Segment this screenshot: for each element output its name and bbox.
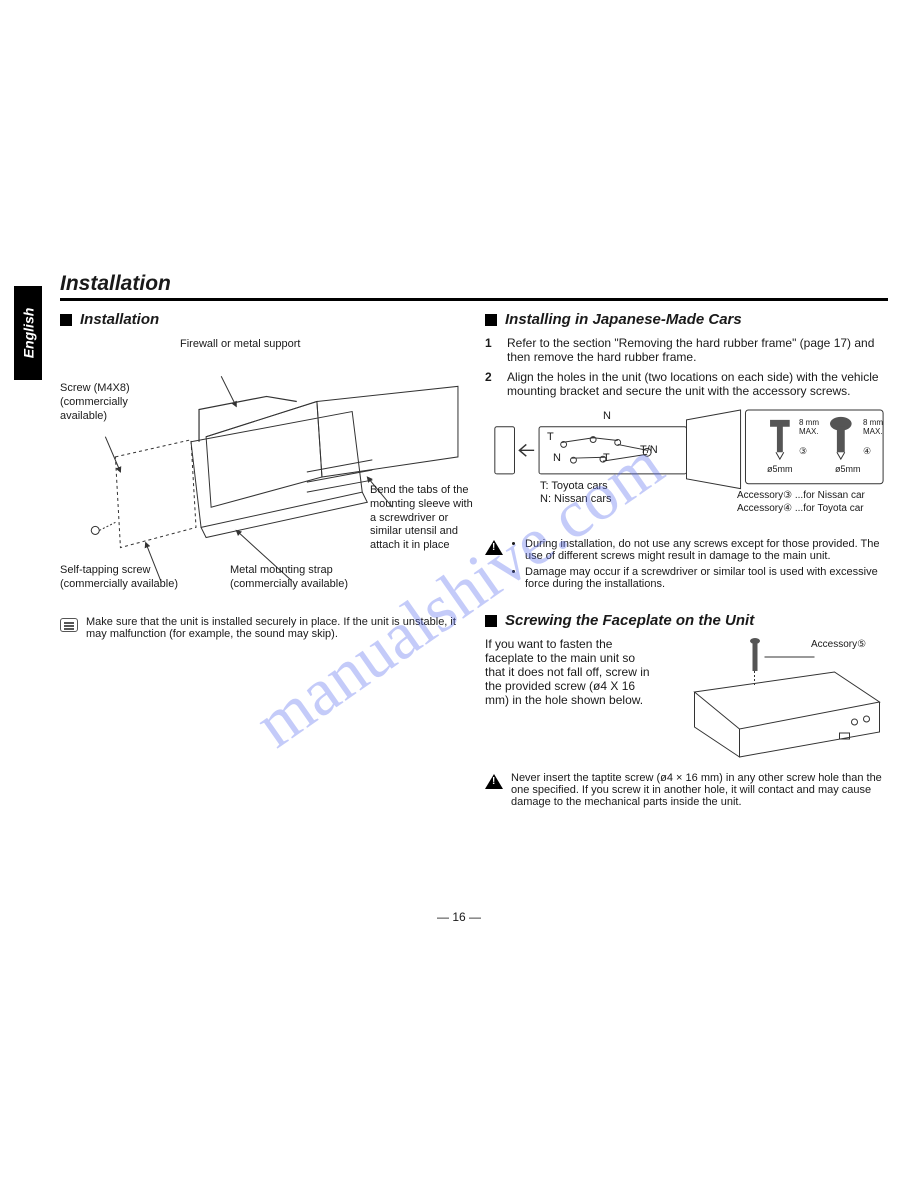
section-title-japanese-cars: Installing in Japanese-Made Cars (505, 311, 742, 328)
faceplate-text: If you want to fasten the faceplate to t… (485, 637, 655, 707)
step-1-text: Refer to the section "Removing the hard … (507, 336, 888, 364)
jc-label-acc3: Accessory③ ...for Nissan car (737, 490, 865, 501)
page-number: — 16 — (0, 910, 918, 924)
jc-label-circ3: ③ (799, 446, 807, 457)
label-bend-tabs: Bend the tabs of the mounting sleeve wit… (370, 484, 480, 553)
warning-2: Never insert the taptite screw (ø4 × 16 … (485, 772, 888, 808)
step-1-number: 1 (485, 336, 499, 364)
jc-label-t-mid: T (603, 452, 610, 464)
two-column-layout: Installation (60, 307, 888, 808)
step-2: 2 Align the holes in the unit (two locat… (485, 370, 888, 398)
label-self-tapping: Self-tapping screw (commercially availab… (60, 564, 220, 592)
section-title-faceplate: Screwing the Faceplate on the Unit (505, 612, 754, 629)
faceplate-acc5-label: Accessory⑤ (811, 639, 866, 650)
warning-2-text: Never insert the taptite screw (ø4 × 16 … (511, 772, 888, 808)
section-title-installation: Installation (80, 311, 159, 328)
step-2-text: Align the holes in the unit (two locatio… (507, 370, 888, 398)
jc-label-t-left: T (547, 431, 554, 443)
jc-label-n-nissan: N: Nissan cars (540, 493, 612, 505)
jc-label-acc4: Accessory④ ...for Toyota car (737, 503, 864, 514)
left-column: Installation (60, 307, 463, 808)
jc-label-phi3: ø5mm (767, 464, 793, 474)
installation-diagram: Firewall or metal support Screw (M4X8) (… (60, 336, 463, 608)
label-screw-m4x8: Screw (M4X8) (commercially available) (60, 382, 155, 423)
step-1: 1 Refer to the section "Removing the har… (485, 336, 888, 364)
language-tab-label: English (20, 308, 36, 359)
warning-1-list: During installation, do not use any scre… (511, 538, 888, 594)
warning-icon (485, 540, 503, 555)
jc-label-t-toyota: T: Toyota cars (540, 480, 608, 492)
page-title: Installation (60, 272, 888, 301)
faceplate-body: If you want to fasten the faceplate to t… (485, 637, 888, 762)
japanese-car-diagram: N T T N T/N T: Toyota cars N: Nissan car… (485, 404, 888, 534)
jc-label-n-mid: N (553, 452, 561, 464)
warning-1-bullet-2: Damage may occur if a screwdriver or sim… (525, 566, 888, 590)
installation-note-text: Make sure that the unit is installed sec… (86, 616, 463, 640)
faceplate-diagram: Accessory⑤ (671, 637, 888, 762)
jc-label-circ4: ④ (863, 446, 871, 457)
note-icon (60, 618, 78, 632)
label-firewall: Firewall or metal support (180, 338, 300, 352)
square-bullet-icon (60, 314, 72, 326)
square-bullet-icon (485, 314, 497, 326)
jc-label-n-top: N (603, 410, 611, 422)
manual-page: English Installation Installation (0, 0, 918, 1188)
warning-1-bullet-1: During installation, do not use any scre… (525, 538, 888, 562)
faceplate-svg (671, 637, 888, 762)
label-metal-strap: Metal mounting strap (commercially avail… (230, 564, 400, 592)
right-column: Installing in Japanese-Made Cars 1 Refer… (485, 307, 888, 808)
section-header-japanese-cars: Installing in Japanese-Made Cars (485, 311, 888, 328)
section-header-installation: Installation (60, 311, 463, 328)
japanese-car-svg (485, 404, 888, 534)
language-tab: English (14, 286, 42, 380)
jc-label-8mm-4: 8 mm MAX. (863, 418, 883, 436)
jc-label-phi4: ø5mm (835, 464, 861, 474)
warning-icon (485, 774, 503, 789)
square-bullet-icon (485, 615, 497, 627)
warning-1: During installation, do not use any scre… (485, 538, 888, 594)
installation-note: Make sure that the unit is installed sec… (60, 616, 463, 640)
jc-label-8mm-3: 8 mm MAX. (799, 418, 819, 436)
section-header-faceplate: Screwing the Faceplate on the Unit (485, 612, 888, 629)
jc-label-tn: T/N (640, 444, 658, 456)
step-2-number: 2 (485, 370, 499, 398)
